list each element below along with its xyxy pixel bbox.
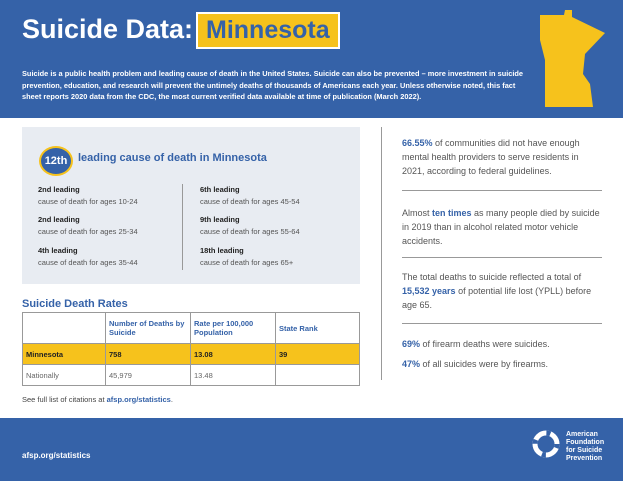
item-desc: cause of death for ages 25-34 (38, 227, 138, 236)
fact: 69% of firearm deaths were suicides. (402, 337, 602, 351)
logo-line: American (566, 431, 598, 438)
item-rank: 4th leading (38, 246, 78, 255)
title: Suicide Data: (22, 14, 194, 44)
rank-label: leading cause of death in Minnesota (78, 152, 267, 164)
state-name: Minnesota (196, 12, 340, 49)
cell (275, 364, 360, 386)
separator (402, 190, 602, 191)
logo-line: Prevention (566, 455, 603, 462)
header-cell: Rate per 100,000 Population (190, 312, 276, 344)
rank-item: 6th leading cause of death for ages 45-54 (200, 184, 300, 208)
item-desc: cause of death for ages 55-64 (200, 227, 300, 236)
logo-icon (532, 430, 560, 458)
separator (402, 323, 602, 324)
item-rank: 9th leading (200, 215, 240, 224)
state-map (540, 10, 605, 107)
rank-badge: 12th (39, 146, 73, 176)
logo-line: Foundation (566, 439, 605, 446)
divider (182, 184, 183, 270)
cell: 13.08 (190, 343, 276, 365)
fact-highlight: 69% (402, 339, 421, 349)
fact-text: The total deaths to suicide reflected a … (402, 272, 582, 282)
fact-text: as many people died by suicide in 2019 t… (402, 208, 600, 246)
rank-item: 18th leading cause of death for ages 65+ (200, 245, 293, 269)
citation-end: . (170, 395, 173, 404)
column-divider (381, 127, 382, 380)
logo-line: for Suicide (566, 447, 603, 454)
cell: 758 (105, 343, 191, 365)
item-rank: 6th leading (200, 185, 240, 194)
item-rank: 18th leading (200, 246, 244, 255)
header-cell: Number of Deaths by Suicide (105, 312, 191, 344)
item-desc: cause of death for ages 10-24 (38, 197, 138, 206)
citation-link[interactable]: afsp.org/statistics (106, 395, 171, 404)
citation: See full list of citations at afsp.org/s… (22, 395, 173, 404)
item-desc: cause of death for ages 35-44 (38, 258, 138, 267)
fact-text: Almost (402, 208, 433, 218)
fact-text: of communities did not have enough menta… (402, 138, 580, 176)
fact-text: of firearm deaths were suicides. (420, 339, 550, 349)
item-rank: 2nd leading (38, 185, 80, 194)
fact-highlight: 47% (402, 359, 421, 369)
header-cell (22, 312, 106, 344)
fact: 66.55% of communities did not have enoug… (402, 136, 602, 178)
cell: 45,979 (105, 364, 191, 386)
fact-highlight: 15,532 years (402, 286, 456, 296)
intro: Suicide is a public health problem and l… (22, 69, 524, 102)
item-desc: cause of death for ages 65+ (200, 258, 294, 267)
fact: 47% of all suicides were by firearms. (402, 357, 602, 371)
fact-text: of potential life lost (YPLL) before age… (402, 286, 592, 310)
rank-item: 2nd leading cause of death for ages 25-34 (38, 214, 138, 238)
cell: 13.48 (190, 364, 276, 386)
cell: Nationally (22, 364, 106, 386)
rank-item: 4th leading cause of death for ages 35-44 (38, 245, 138, 269)
footer-band (0, 418, 623, 481)
fact-highlight: 66.55% (402, 138, 433, 148)
rank-item: 9th leading cause of death for ages 55-64 (200, 214, 300, 238)
item-desc: cause of death for ages 45-54 (200, 197, 300, 206)
leading-panel (22, 127, 360, 284)
separator (402, 257, 602, 258)
rank-item: 2nd leading cause of death for ages 10-24 (38, 184, 138, 208)
fact: The total deaths to suicide reflected a … (402, 270, 602, 312)
fact-text: of all suicides were by firearms. (420, 359, 549, 369)
item-rank: 2nd leading (38, 215, 80, 224)
footer-url[interactable]: afsp.org/statistics (22, 451, 91, 460)
fact: Almost ten times as many people died by … (402, 206, 602, 248)
table-title: Suicide Death Rates (22, 298, 128, 310)
logo-text: American Foundation for Suicide Prevention (566, 431, 604, 463)
cell: 39 (275, 343, 360, 365)
cell: Minnesota (22, 343, 106, 365)
citation-text: See full list of citations at (22, 395, 107, 404)
header-cell: State Rank (275, 312, 360, 344)
fact-highlight: ten times (432, 208, 472, 218)
rates-table: Number of Deaths by Suicide Rate per 100,… (22, 312, 360, 386)
